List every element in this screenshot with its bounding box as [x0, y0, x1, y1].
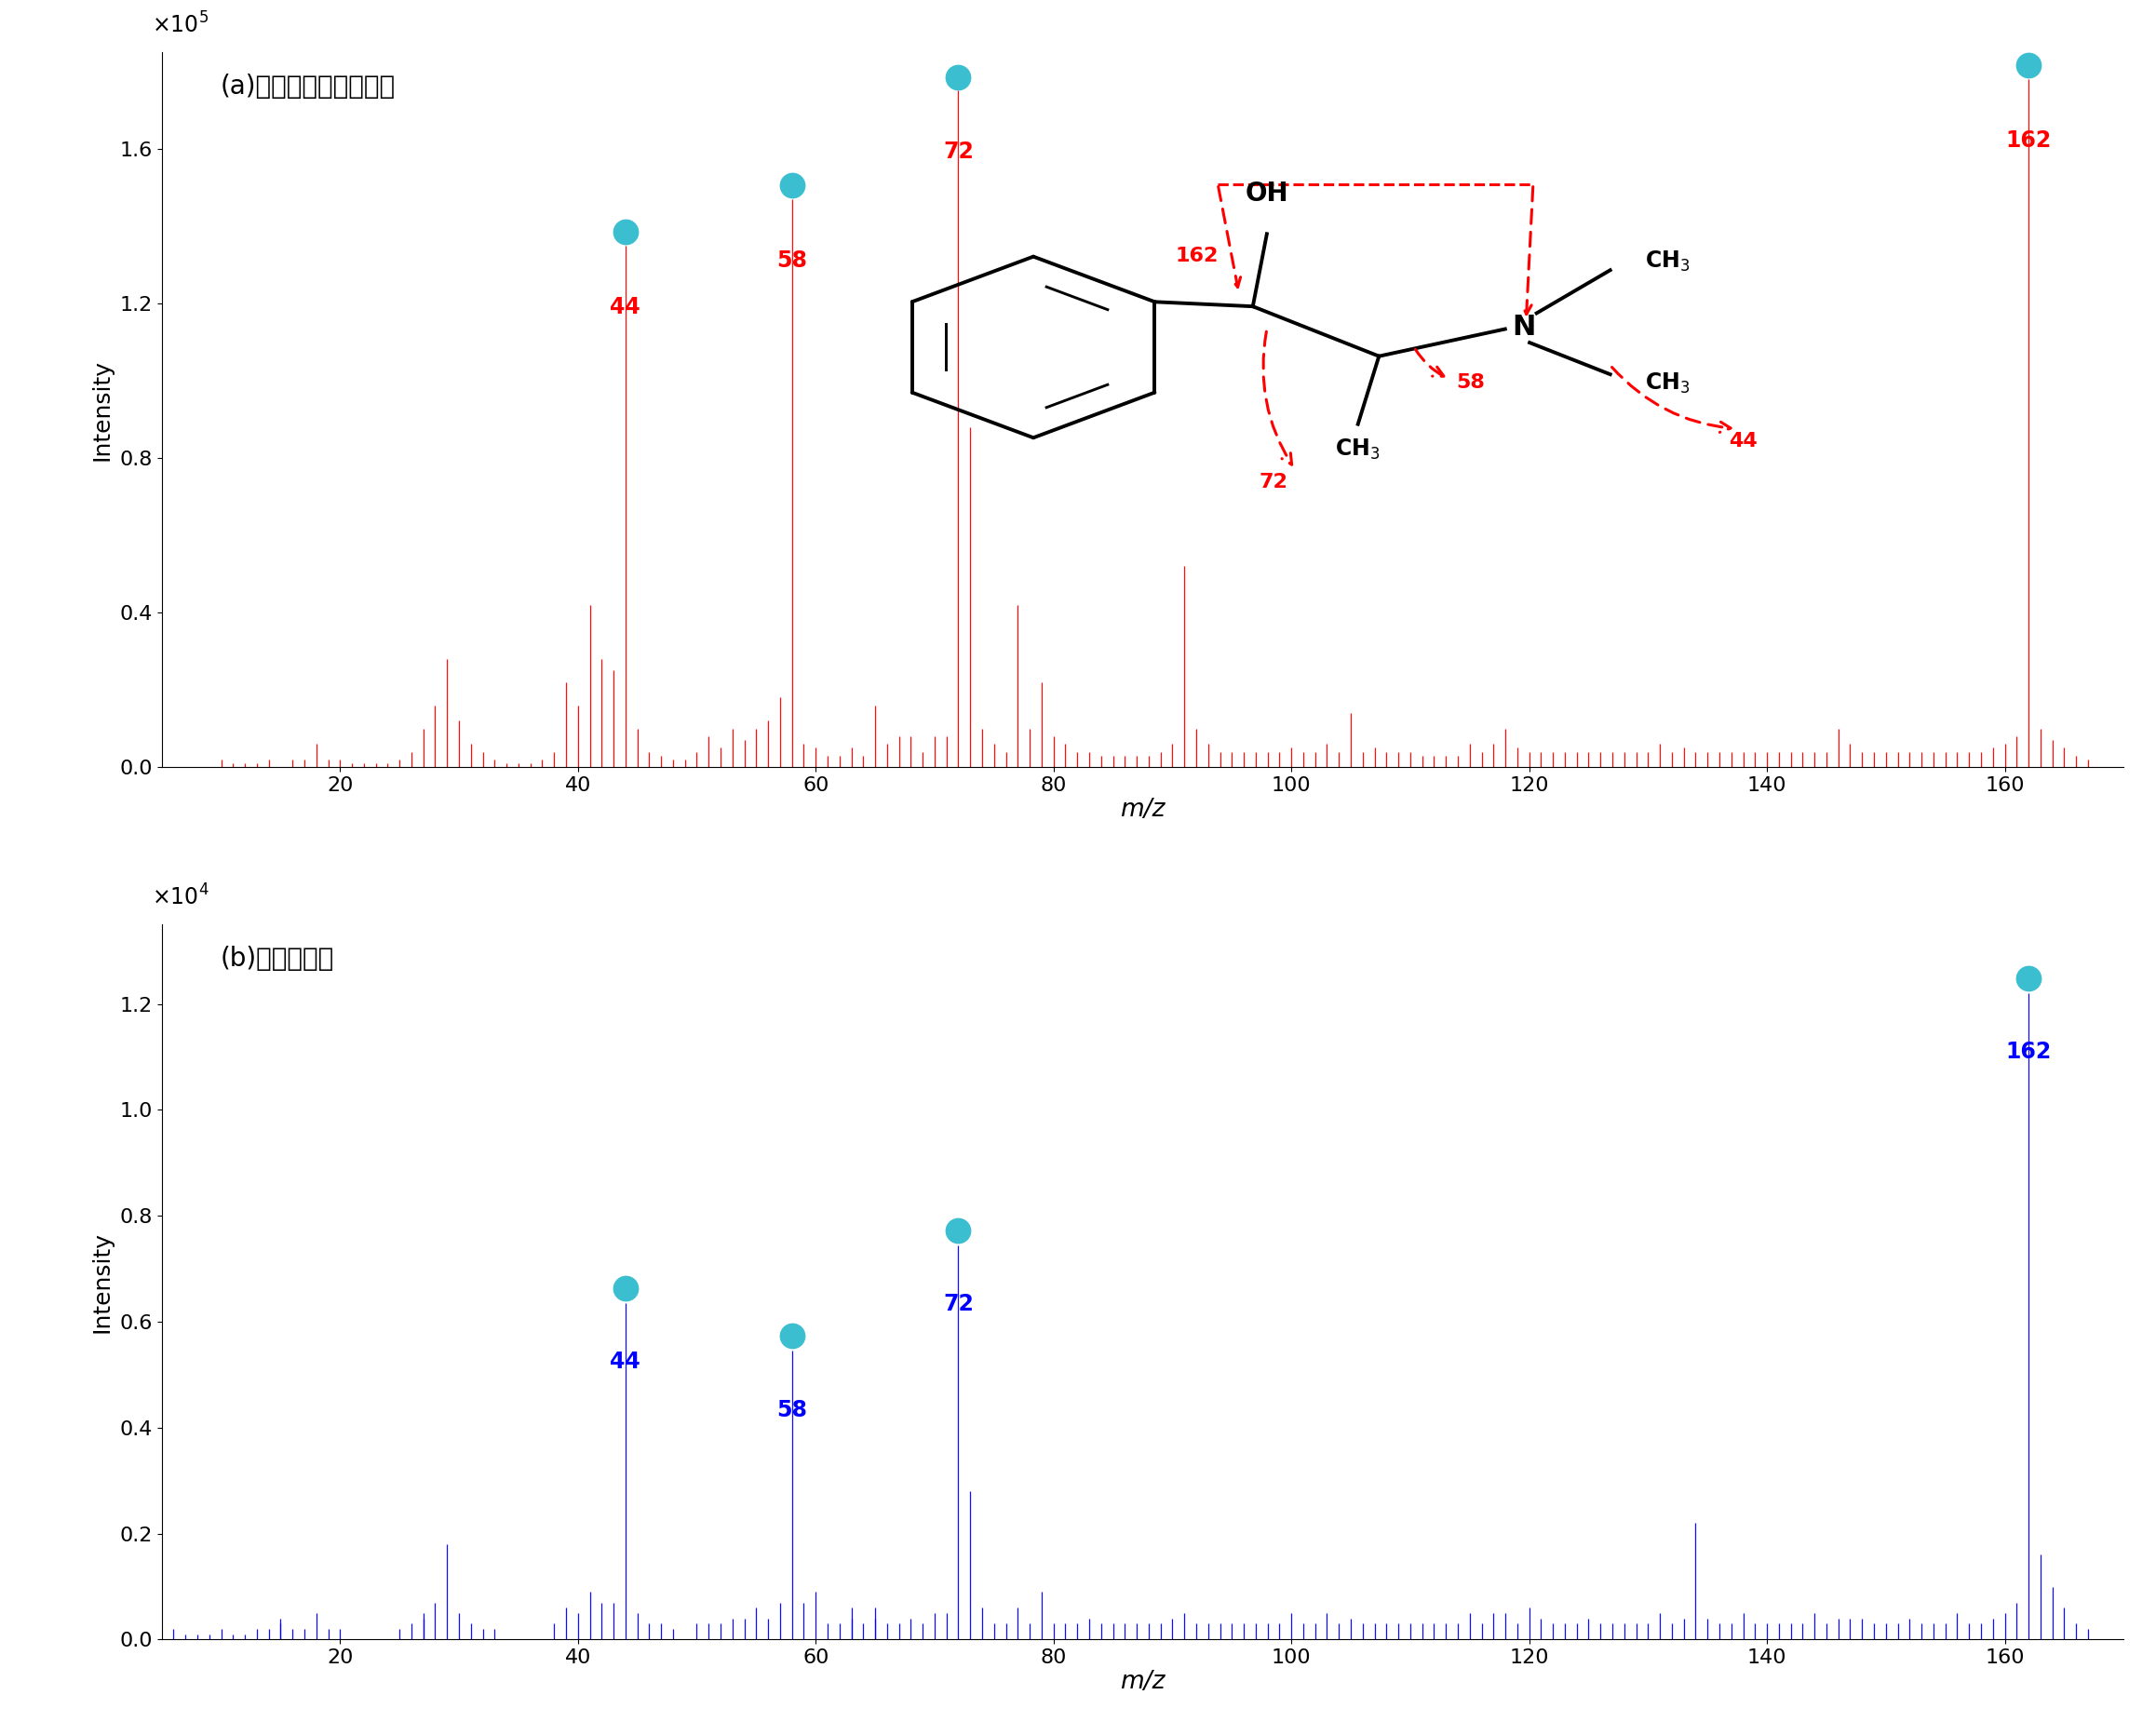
Text: (a)総合感冠薬抜出試料: (a)総合感冠薬抜出試料 [220, 73, 397, 99]
Text: ×10$^4$: ×10$^4$ [151, 885, 209, 911]
Text: 162: 162 [2005, 1041, 2053, 1064]
Text: 44: 44 [610, 1352, 640, 1372]
Text: 72: 72 [942, 141, 975, 163]
Y-axis label: Intensity: Intensity [91, 1232, 112, 1332]
Text: ×10$^5$: ×10$^5$ [151, 12, 209, 38]
Text: 162: 162 [2005, 130, 2053, 151]
X-axis label: m/z: m/z [1121, 1669, 1164, 1693]
X-axis label: m/z: m/z [1121, 798, 1164, 822]
Text: 58: 58 [776, 250, 806, 271]
Text: (b)添加尿試料: (b)添加尿試料 [220, 946, 334, 972]
Text: 44: 44 [610, 295, 640, 318]
Text: 58: 58 [776, 1398, 806, 1421]
Y-axis label: Intensity: Intensity [91, 359, 112, 460]
Text: 72: 72 [942, 1293, 975, 1315]
